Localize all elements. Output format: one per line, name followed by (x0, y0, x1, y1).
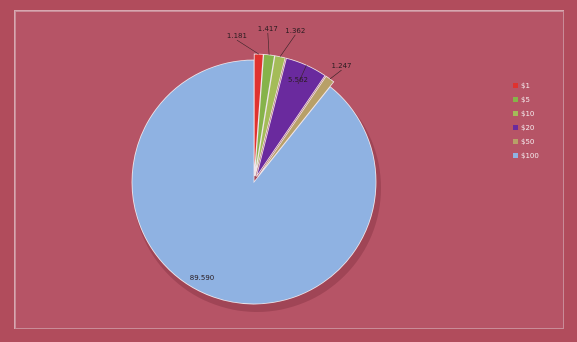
data-label-usd-50: 1.247 (331, 62, 351, 70)
data-label-usd-100: 89.590 (190, 274, 215, 282)
legend-swatch (513, 125, 518, 130)
pie-slice-usd-1[interactable] (253, 53, 264, 177)
data-label-usd-20: 5.562 (288, 76, 308, 84)
legend-label: $20 (521, 124, 534, 132)
legend-label: $10 (521, 110, 534, 118)
legend-swatch (513, 83, 518, 88)
legend-swatch (513, 139, 518, 144)
legend-label: $100 (521, 152, 539, 160)
legend-label: $50 (521, 138, 534, 146)
legend-label: $1 (521, 82, 530, 90)
data-label-leader (279, 34, 296, 57)
data-label-leader (267, 32, 270, 55)
legend-swatch (513, 111, 518, 116)
legend-swatch (513, 97, 518, 102)
data-label-leader (297, 65, 307, 85)
pie-slice-usd-100[interactable] (131, 59, 377, 305)
data-label-leader (329, 69, 342, 80)
data-label-usd-10: 1.362 (285, 27, 305, 35)
legend-label: $5 (521, 96, 530, 104)
data-label-usd-5: 1.417 (258, 25, 278, 33)
pie-slice-usd-10[interactable] (254, 55, 286, 177)
legend-swatch (513, 153, 518, 158)
data-label-usd-1: 1.181 (227, 32, 247, 40)
data-label-leader (236, 39, 259, 55)
